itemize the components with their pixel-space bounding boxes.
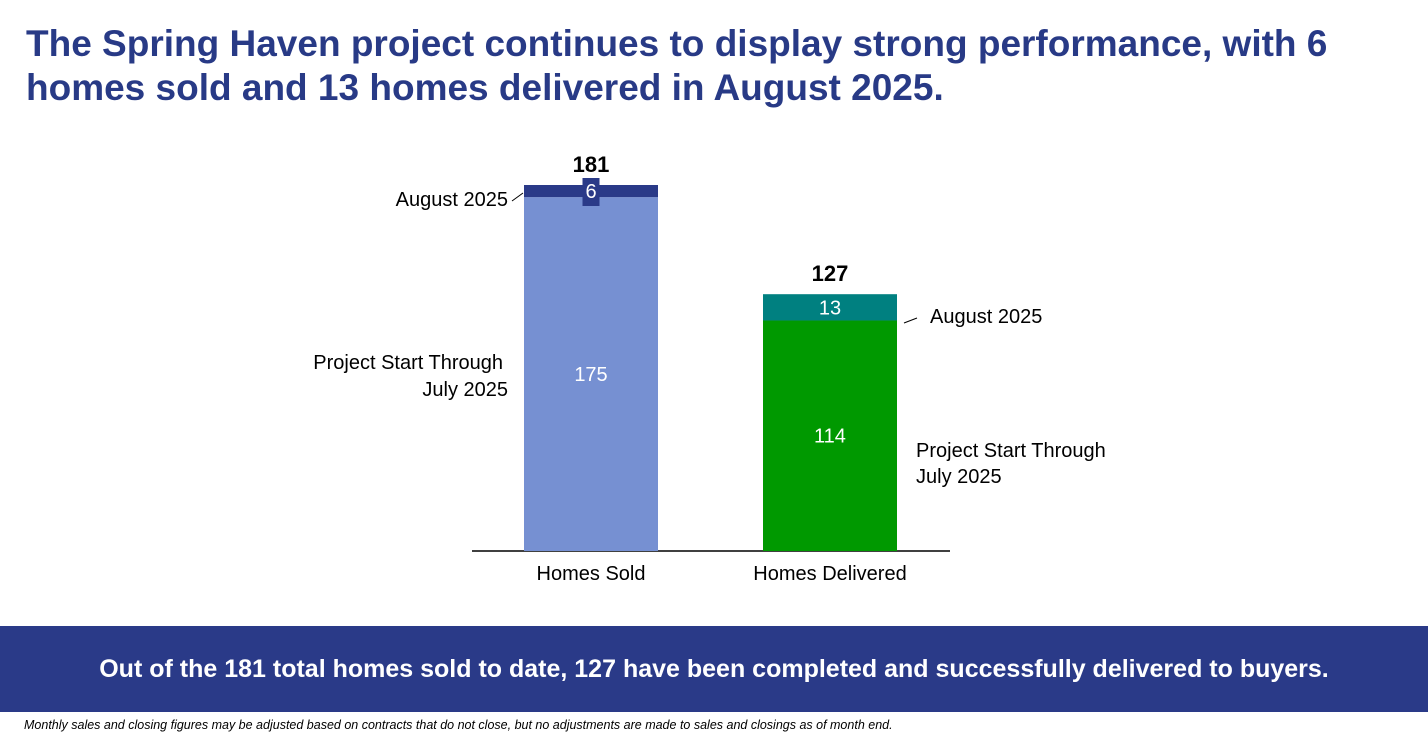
category-label-homes-delivered: Homes Delivered: [753, 563, 906, 585]
footnote: Monthly sales and closing figures may be…: [24, 718, 893, 732]
annotation-delivered-through-july-line2: July 2025: [916, 466, 1002, 488]
category-label-homes-sold: Homes Sold: [537, 563, 646, 585]
total-label-homes-delivered: 127: [812, 261, 849, 286]
value-label-homes-sold-august: 6: [585, 181, 596, 203]
summary-banner-text: Out of the 181 total homes sold to date,…: [99, 654, 1329, 683]
bar-homes-sold-project-start-through-july-2025: [524, 197, 658, 551]
value-label-box-homes-sold: [582, 178, 600, 206]
annotation-delivered-august: August 2025: [930, 306, 1042, 328]
leader-line-delivered-august: [903, 317, 918, 324]
stacked-bar-chart: 175 6 181 Homes Sold 114 13 127 Homes Delivered…: [313, 152, 1106, 585]
annotation-sold-august: August 2025: [396, 189, 508, 211]
value-label-homes-delivered-base: 114: [814, 426, 846, 448]
summary-banner: Out of the 181 total homes sold to date,…: [0, 626, 1428, 712]
total-label-homes-sold: 181: [573, 152, 610, 177]
annotation-sold-through-july-line2: July 2025: [422, 379, 508, 401]
annotation-delivered-through-july: Project Start Through: [916, 440, 1106, 462]
annotation-sold-through-july: Project Start Through: [313, 352, 503, 374]
bar-homes-delivered-project-start-through-july-2025: [763, 320, 897, 551]
leader-line-sold-august: [511, 192, 524, 202]
bar-homes-delivered-august-2025: [763, 294, 897, 321]
page-title: The Spring Haven project continues to di…: [26, 23, 1328, 108]
value-label-homes-sold-base: 175: [574, 364, 607, 386]
value-label-homes-delivered-august: 13: [819, 297, 841, 319]
